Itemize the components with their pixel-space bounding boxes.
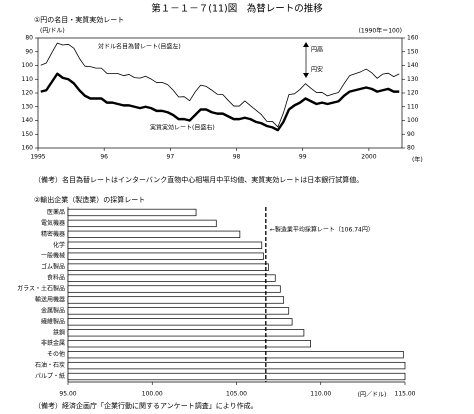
y-tick-label: 精密機器 bbox=[41, 230, 65, 238]
x-tick-label: 115.00 bbox=[395, 391, 416, 398]
y-tick-label: ガラス・土石製品 bbox=[17, 285, 65, 293]
y-tick-label: 金属製品 bbox=[41, 306, 65, 314]
note: （備考）経済企画庁「企業行動に関するアンケート調査」により作成。 bbox=[34, 401, 258, 410]
y-tick-label: 100 bbox=[22, 62, 34, 69]
y-tick-label: その他 bbox=[47, 350, 65, 358]
y2-axis-label: (1990年＝100) bbox=[359, 27, 402, 35]
y2-tick-label: 110 bbox=[407, 103, 419, 110]
x-tick-label: 2000 bbox=[361, 154, 376, 161]
x-tick-label: 1995 bbox=[30, 154, 45, 161]
y-tick-label: 石油・石炭 bbox=[35, 361, 65, 369]
figure-title: 第１－１－７(11)図 為替レートの推移 bbox=[151, 3, 323, 15]
bar bbox=[67, 318, 293, 326]
bar bbox=[67, 208, 197, 217]
y-axis-label: (円/ドル) bbox=[40, 28, 65, 35]
chart-subtitle: ①円の名目・実質実効レート bbox=[34, 15, 124, 24]
x-tick-label: 97 bbox=[167, 154, 175, 161]
y-tick-label: 電気機器 bbox=[41, 219, 65, 227]
y2-tick-label: 80 bbox=[407, 145, 415, 152]
bar bbox=[67, 307, 290, 315]
y-tick-label: 150 bbox=[22, 131, 34, 138]
chart-subtitle: ②輸出企業（製造業）の採算レート bbox=[34, 195, 145, 204]
x-tick-label: 95.00 bbox=[59, 391, 76, 398]
x-tick-label: 110.00 bbox=[310, 391, 331, 398]
annotation: 円安 bbox=[311, 66, 323, 74]
y2-tick-label: 120 bbox=[407, 90, 419, 97]
x-tick-label: 100.00 bbox=[142, 391, 163, 398]
series-label: 実質実効レート(目盛右) bbox=[150, 124, 215, 132]
x-tick-label: 98 bbox=[233, 154, 241, 161]
bar bbox=[67, 329, 305, 337]
x-tick-label: 105.00 bbox=[226, 391, 247, 398]
bar bbox=[67, 372, 406, 381]
arrow-head bbox=[303, 73, 309, 78]
y2-tick-label: 100 bbox=[407, 117, 419, 124]
series-label: 対ドル名目為替レート(目盛左) bbox=[98, 43, 181, 51]
y-tick-label: 鉄鋼 bbox=[53, 328, 65, 336]
arrow-head bbox=[303, 42, 309, 47]
y-tick-label: 非鉄金属 bbox=[41, 339, 65, 347]
bar bbox=[67, 274, 276, 282]
bar bbox=[67, 296, 285, 304]
y-tick-label: 繊維製品 bbox=[41, 317, 65, 325]
bar bbox=[67, 361, 406, 370]
y-tick-label: 食料品 bbox=[47, 274, 65, 282]
y-tick-label: 110 bbox=[22, 76, 34, 83]
bar bbox=[67, 351, 404, 359]
y-tick-label: パルプ・紙 bbox=[35, 372, 65, 380]
annotation: 円高 bbox=[311, 46, 323, 54]
y2-tick-label: 140 bbox=[407, 62, 419, 69]
average-label: ←製造業平均採算レート（106.74円） bbox=[270, 226, 374, 234]
bar bbox=[67, 252, 264, 260]
y2-tick-label: 130 bbox=[407, 76, 419, 83]
x-tick-label: 96 bbox=[100, 154, 108, 161]
y-tick-label: 80 bbox=[25, 35, 33, 42]
bar bbox=[67, 230, 241, 238]
bar bbox=[67, 340, 311, 348]
bar bbox=[67, 263, 269, 271]
y-tick-label: 120 bbox=[22, 90, 34, 97]
x-axis-unit: (円／ドル) bbox=[358, 392, 387, 399]
y-tick-label: 130 bbox=[22, 103, 34, 110]
y-tick-label: 一般機械 bbox=[41, 252, 65, 260]
bar bbox=[67, 285, 281, 293]
series-line bbox=[40, 42, 400, 128]
y-tick-label: ゴム製品 bbox=[41, 263, 65, 271]
y2-tick-label: 150 bbox=[407, 48, 419, 55]
y2-tick-label: 90 bbox=[407, 131, 415, 138]
y-tick-label: 90 bbox=[25, 48, 33, 55]
y-tick-label: 輸送用機器 bbox=[35, 295, 65, 303]
x-tick-label: 99 bbox=[299, 154, 307, 161]
bar bbox=[67, 241, 263, 249]
y-tick-label: 化学 bbox=[53, 241, 65, 249]
note: （備考）名目為替レートはインターバンク直物中心相場月中平均値、実質実効レートは日… bbox=[34, 175, 363, 184]
series-line bbox=[40, 72, 400, 132]
y-tick-label: 140 bbox=[22, 117, 34, 124]
y-tick-label: 160 bbox=[22, 145, 34, 152]
y-tick-label: 医薬品 bbox=[47, 208, 65, 216]
bar bbox=[67, 219, 217, 228]
y2-tick-label: 160 bbox=[407, 35, 419, 42]
x-axis-unit: (年) bbox=[412, 156, 423, 164]
